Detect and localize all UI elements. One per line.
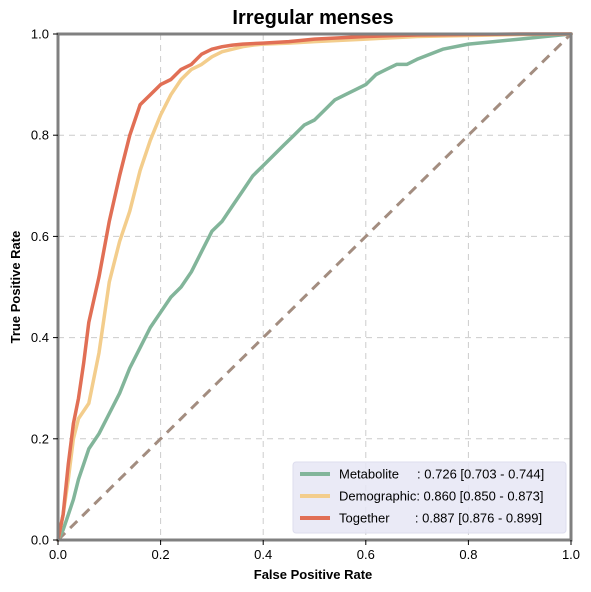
grid [58, 34, 571, 540]
chart-title: Irregular menses [232, 7, 393, 29]
series-group [56, 32, 573, 542]
x-tick-label: 0.2 [152, 547, 170, 562]
y-tick-label: 0.2 [31, 431, 49, 446]
y-tick-label: 1.0 [31, 27, 49, 42]
reference-diagonal-line [56, 32, 573, 542]
legend-box [292, 461, 567, 534]
x-tick-label: 0.8 [459, 547, 477, 562]
x-tick-label: 0.0 [49, 547, 67, 562]
legend-label-demographic: Demographic: 0.860 [0.850 - 0.873] [339, 489, 544, 504]
legend-label-together: Together : 0.887 [0.876 - 0.899] [339, 511, 542, 526]
x-axis-label: False Positive Rate [254, 567, 373, 582]
series-line-metabolite [56, 32, 573, 542]
axis-ticks: 0.0 0.2 0.4 0.6 0.8 1.0 0.0 0.2 0.4 0.6 0.8 1.0 [31, 27, 580, 563]
x-tick-label: 0.4 [254, 547, 272, 562]
y-tick-label: 0.4 [31, 330, 49, 345]
y-tick-label: 0.8 [31, 128, 49, 143]
x-tick-label: 0.6 [357, 547, 375, 562]
y-axis-label: True Positive Rate [8, 231, 23, 344]
plot-frame [56, 32, 573, 542]
legend-label-metabolite: Metabolite : 0.726 [0.703 - 0.744] [339, 467, 544, 482]
legend: Metabolite : 0.726 [0.703 - 0.744] Demogr… [292, 461, 567, 534]
series-line-together [56, 32, 573, 542]
y-tick-label: 0.6 [31, 229, 49, 244]
y-tick-label: 0.0 [31, 533, 49, 548]
series-line-demographic [56, 32, 573, 542]
x-tick-label: 1.0 [562, 547, 580, 562]
